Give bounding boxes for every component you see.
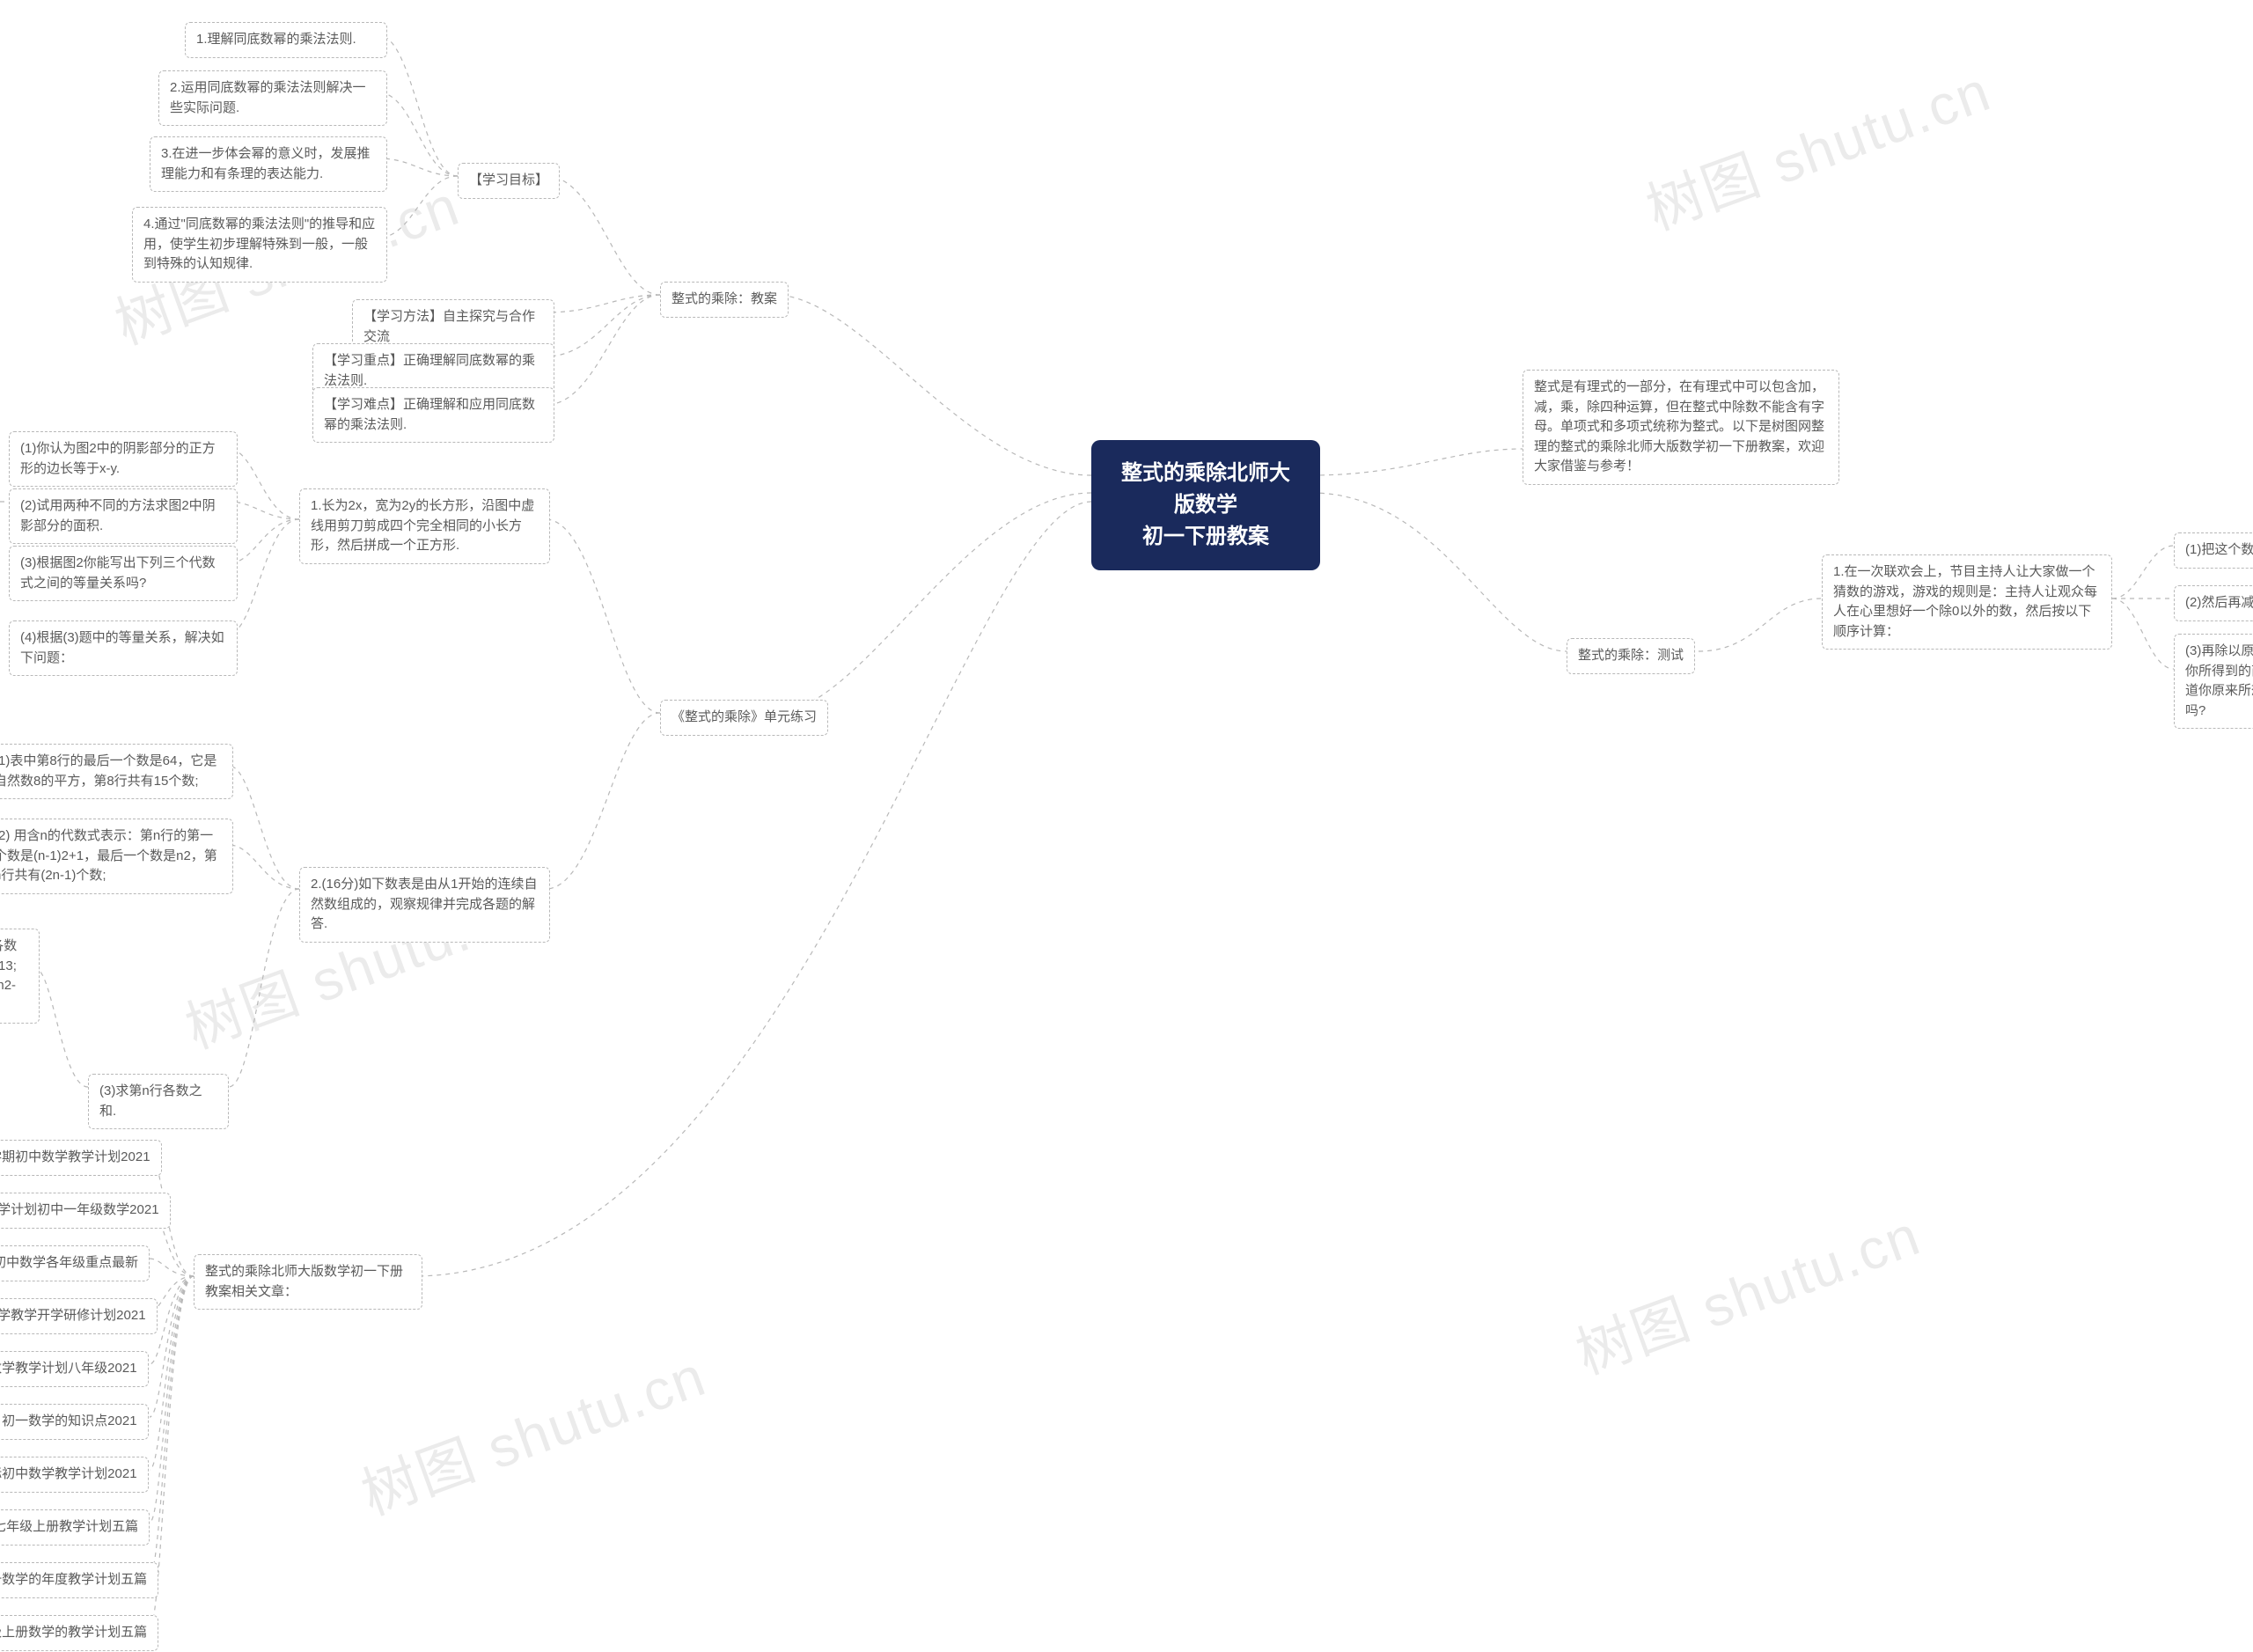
rel2: ★ 学期教学计划初中一年级数学2021 bbox=[0, 1193, 171, 1229]
rel10: ★ 七年级上册数学的教学计划五篇 bbox=[0, 1615, 158, 1651]
test-title-node: 整式的乘除：测试 bbox=[1567, 638, 1695, 674]
lesson-title-node: 整式的乘除：教案 bbox=[660, 282, 789, 318]
rel4: ★ 数学教学开学研修计划2021 bbox=[0, 1298, 158, 1334]
rel1: ★ 本学期初中数学教学计划2021 bbox=[0, 1140, 162, 1176]
center-node: 整式的乘除北师大版数学 初一下册教案 bbox=[1091, 440, 1320, 570]
center-line1: 整式的乘除北师大版数学 bbox=[1119, 458, 1292, 521]
related-title: 整式的乘除北师大版数学初一下册教案相关文章： bbox=[194, 1254, 422, 1310]
goal-label-node: 【学习目标】 bbox=[458, 163, 560, 199]
ex1-1: (1)你认为图2中的阴影部分的正方形的边长等于x-y. bbox=[9, 431, 238, 487]
ex1: 1.长为2x，宽为2y的长方形，沿图中虚线用剪刀剪成四个完全相同的小长方形，然后… bbox=[299, 488, 550, 564]
test-rule-node: 1.在一次联欢会上，节目主持人让大家做一个猜数的游戏，游戏的规则是：主持人让观众… bbox=[1822, 554, 2112, 650]
ex2-1: (1)表中第8行的最后一个数是64，它是自然数8的平方，第8行共有15个数; bbox=[0, 744, 233, 799]
goal4: 4.通过"同底数幂的乘法法则"的推导和应用，使学生初步理解特殊到一般，一般到特殊… bbox=[132, 207, 387, 283]
watermark: 树图 shutu.cn bbox=[1564, 1191, 1930, 1391]
watermark: 树图 shutu.cn bbox=[349, 1332, 716, 1531]
watermark: 树图 shutu.cn bbox=[1634, 47, 2000, 246]
rel5: ★ 初中数学教学计划八年级2021 bbox=[0, 1351, 149, 1387]
ex2-3: (3)求第n行各数之和. bbox=[88, 1074, 229, 1129]
test-s1: (1)把这个数加上2后平方; bbox=[2174, 532, 2253, 569]
rel6: ★ 初一数学的知识点2021 bbox=[0, 1404, 149, 1440]
hardpoint-node: 【学习难点】正确理解和应用同底数幂的乘法法则. bbox=[312, 387, 554, 443]
goal1: 1.理解同底数幂的乘法法则. bbox=[185, 22, 387, 58]
test-s2: (2)然后再减去4; bbox=[2174, 585, 2253, 621]
test-s3: (3)再除以原来所想的那个数，得到一个商.最后把你所得到的商是多少告诉主持人，主… bbox=[2174, 634, 2253, 729]
ex1-4: (4)根据(3)题中的等量关系，解决如下问题： bbox=[9, 620, 238, 676]
intro-node: 整式是有理式的一部分，在有理式中可以包含加，减，乘，除四种运算，但在整式中除数不… bbox=[1523, 370, 1839, 485]
center-line2: 初一下册教案 bbox=[1119, 521, 1292, 553]
ex2-3-a: 解：第2行各数之和等于3×3;第3行各数之和等于5×7;第4行各数之和等于7×1… bbox=[0, 929, 40, 1024]
rel9: ★ 七年级上册数学的年度教学计划五篇 bbox=[0, 1562, 158, 1598]
ex2-2: (2) 用含n的代数式表示：第n行的第一个数是(n-1)2+1，最后一个数是n2… bbox=[0, 819, 233, 894]
ex1-3: (3)根据图2你能写出下列三个代数式之间的等量关系吗? bbox=[9, 546, 238, 601]
ex1-2: (2)试用两种不同的方法求图2中阴影部分的面积. bbox=[9, 488, 238, 544]
ex2: 2.(16分)如下数表是由从1开始的连续自然数组成的，观察规律并完成各题的解答. bbox=[299, 867, 550, 943]
ex-title-node: 《整式的乘除》单元练习 bbox=[660, 700, 828, 736]
rel8: ★ 数学七年级上册教学计划五篇 bbox=[0, 1509, 150, 1546]
goal3: 3.在进一步体会幂的意义时，发展推理能力和有条理的表达能力. bbox=[150, 136, 387, 192]
rel3: ★ 初中数学各年级重点最新 bbox=[0, 1245, 150, 1281]
goal2: 2.运用同底数幂的乘法法则解决一些实际问题. bbox=[158, 70, 387, 126]
rel7: ★ 新课标初中数学教学计划2021 bbox=[0, 1457, 149, 1493]
